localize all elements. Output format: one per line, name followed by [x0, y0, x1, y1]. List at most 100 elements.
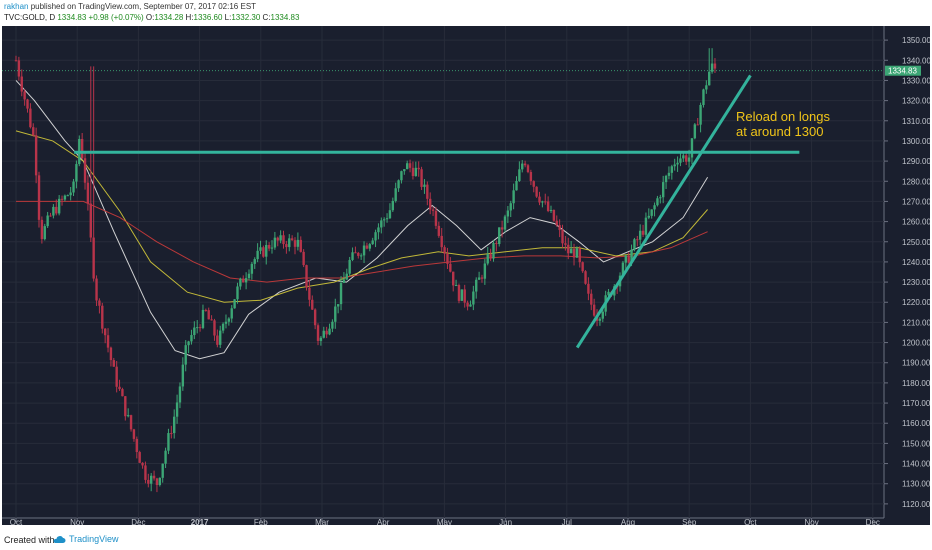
candle-body: [569, 248, 573, 254]
candle-body: [575, 248, 579, 258]
time-tick-label: Aug: [621, 518, 635, 525]
candle-body: [46, 215, 49, 227]
candle-body: [647, 215, 651, 218]
candle-body: [391, 200, 395, 211]
last-price-label: 1334.83: [888, 67, 917, 76]
candle-body: [661, 182, 665, 198]
candle-body: [216, 335, 219, 345]
chart-area[interactable]: 1120.00 1130.00 1140.00 1150.00 1160.00 1170.…: [2, 26, 931, 527]
candle-body: [397, 180, 400, 189]
price-tick-label: 1350.00: [902, 36, 930, 45]
candle-body: [431, 209, 435, 211]
moving-average-line-0: [15, 80, 709, 360]
candle-body: [201, 309, 205, 328]
price-tick-label: 1180.00: [902, 379, 930, 388]
candle-body: [446, 253, 449, 264]
price-chart[interactable]: 1120.00 1130.00 1140.00 1150.00 1160.00 1170.…: [2, 26, 931, 527]
price-tick-label: 1310.00: [902, 117, 930, 126]
candle-body: [124, 396, 127, 417]
tradingview-brand[interactable]: TradingView: [52, 534, 119, 544]
candle-body: [239, 278, 242, 287]
candle-body: [696, 124, 699, 126]
candle-body: [627, 255, 630, 263]
price-tick-label: 1170.00: [902, 399, 930, 408]
candle-body: [265, 244, 268, 257]
chart-header: rakhan published on TradingView.com, Sep…: [0, 0, 932, 26]
candle-body: [382, 219, 386, 221]
candle-body: [414, 167, 418, 177]
candle-body: [299, 239, 302, 252]
time-tick-label: Oct: [744, 518, 757, 525]
candle-body: [354, 252, 357, 254]
plot-background: [2, 26, 930, 525]
time-tick-label: Mar: [315, 518, 329, 525]
candle-body: [362, 245, 366, 256]
open-value: 1334.28: [154, 13, 184, 22]
created-with-label: Created with: [4, 535, 55, 545]
candle-body: [538, 196, 541, 203]
candle-body: [607, 291, 610, 296]
candle-body: [233, 299, 236, 309]
open-label: O:: [145, 13, 155, 22]
candle-body: [546, 201, 550, 211]
candle-body: [106, 335, 110, 348]
candle-body: [29, 108, 32, 128]
candle-body: [311, 299, 314, 310]
candle-body: [578, 248, 581, 263]
candle-body: [342, 279, 346, 283]
candle-body: [664, 175, 668, 183]
time-tick-label: Jul: [562, 518, 572, 525]
time-tick-label: Jun: [499, 518, 512, 525]
candle-body: [460, 289, 464, 301]
candle-body: [181, 364, 185, 387]
candle-body: [101, 305, 104, 329]
candle-body: [503, 216, 507, 230]
price-tick-label: 1260.00: [902, 218, 930, 227]
candle-body: [276, 237, 279, 241]
candle-body: [253, 259, 256, 264]
candle-body: [69, 192, 72, 196]
candle-body: [624, 255, 627, 263]
candle-body: [144, 465, 147, 480]
candle-body: [138, 452, 141, 463]
candle-body: [167, 433, 170, 451]
candle-body: [388, 210, 392, 219]
candle-body: [405, 163, 409, 170]
candle-body: [121, 389, 124, 397]
candle-body: [535, 186, 538, 197]
candle-body: [584, 271, 587, 284]
candle-body: [512, 190, 515, 204]
candle-body: [52, 206, 55, 216]
candle-body: [112, 360, 115, 367]
candle-body: [713, 63, 717, 69]
author-link[interactable]: rakhan: [4, 2, 29, 11]
candle-body: [170, 433, 173, 435]
price-tick-label: 1240.00: [902, 258, 930, 267]
candle-body: [328, 328, 331, 335]
candle-body: [227, 318, 231, 322]
candle-body: [685, 155, 688, 162]
price-tick-label: 1330.00: [902, 76, 930, 85]
candle-body: [469, 304, 472, 307]
ohlc-line: TVC:GOLD, D 1334.83 +0.98 (+0.07%) O:133…: [4, 13, 299, 22]
candle-body: [682, 155, 685, 159]
high-label: H:: [185, 13, 194, 22]
candle-body: [14, 60, 18, 62]
candle-body: [126, 415, 130, 417]
candle-body: [339, 282, 343, 305]
candle-body: [244, 278, 248, 283]
candle-body: [359, 255, 363, 257]
candle-body: [630, 249, 633, 263]
candle-body: [351, 252, 354, 260]
candle-body: [454, 285, 458, 287]
candle-body: [109, 347, 113, 361]
candle-body: [63, 195, 67, 200]
candle-body: [365, 245, 369, 249]
candle-body: [325, 330, 328, 335]
candle-body: [515, 180, 518, 191]
moving-average-line-2: [16, 200, 708, 283]
candle-body: [267, 244, 271, 249]
candle-body: [164, 450, 167, 464]
candle-body: [437, 225, 441, 236]
candle-body: [509, 203, 512, 211]
